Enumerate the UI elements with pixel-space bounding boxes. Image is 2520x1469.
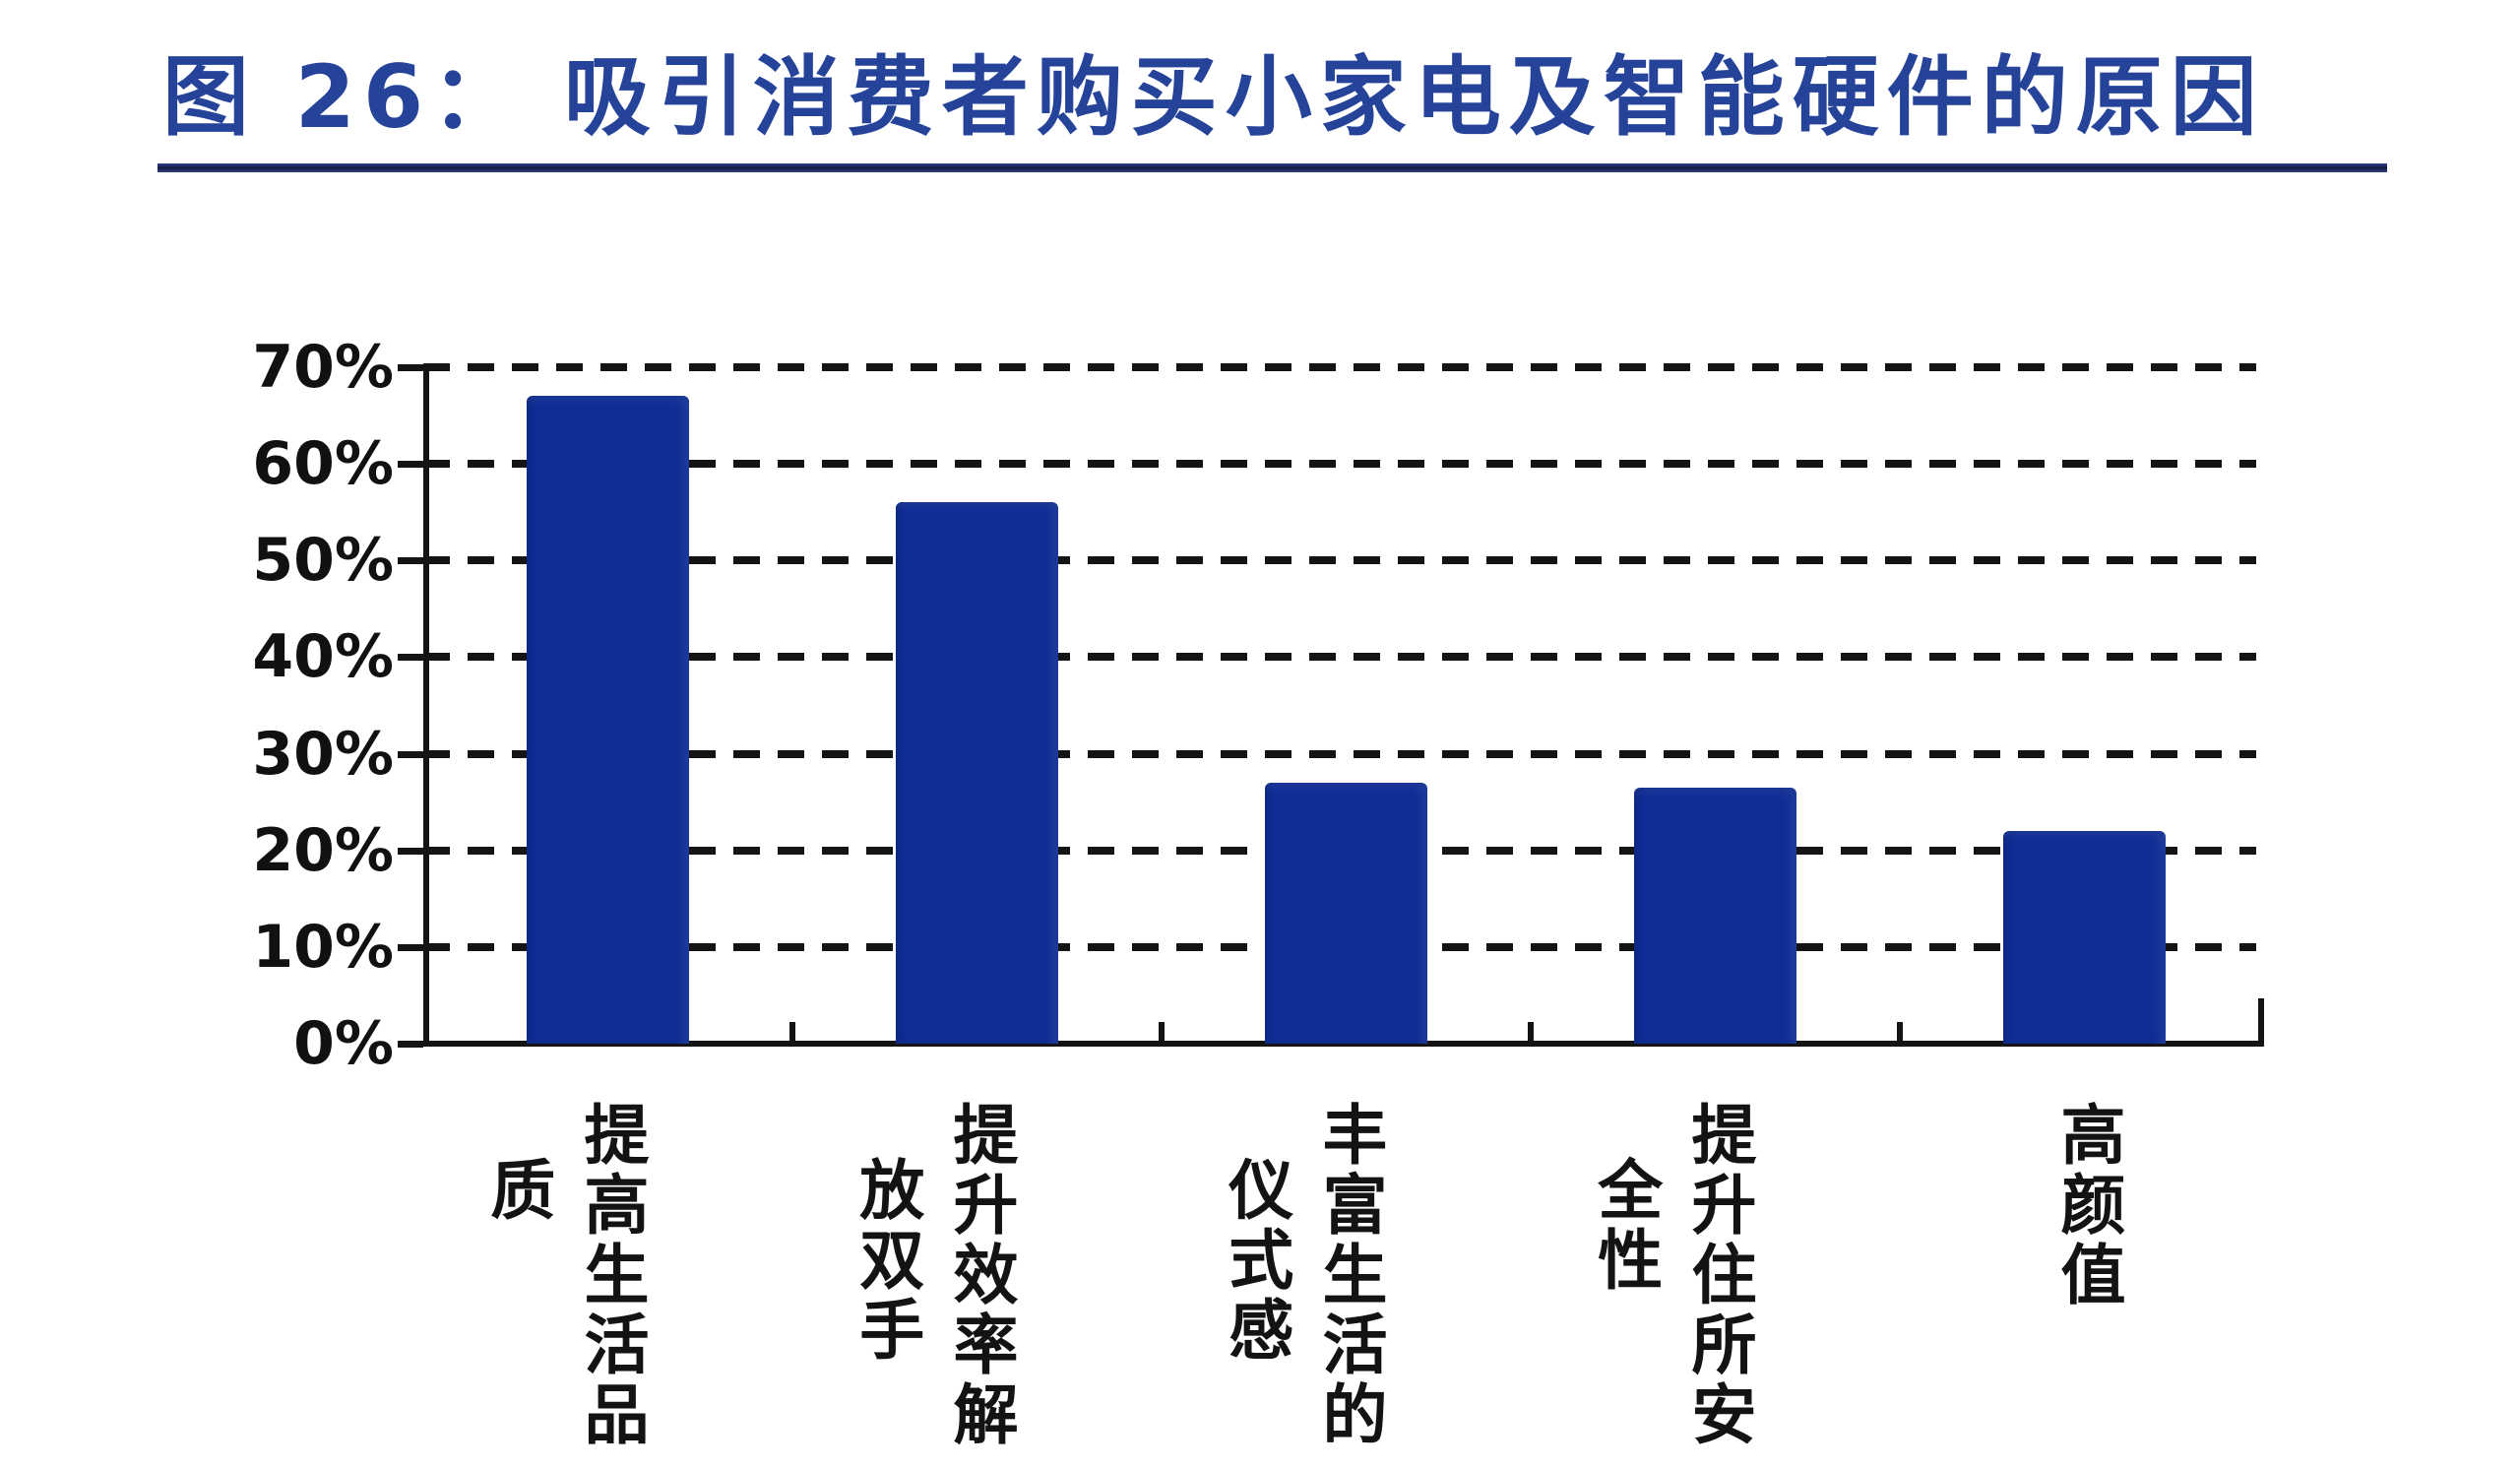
category-label-column-2: 仪式感	[1218, 1156, 1294, 1366]
category-label-column-1: 丰富生活的	[1311, 1101, 1388, 1450]
y-axis-tick	[398, 654, 423, 662]
y-axis-tick	[398, 847, 423, 855]
category-label: 仪式感 丰富生活的	[1218, 1101, 1388, 1450]
gridline-70pct	[423, 363, 2256, 371]
y-axis-tick	[398, 364, 423, 371]
gridline-30pct	[423, 749, 2256, 758]
y-axis-tick	[398, 943, 423, 951]
bar-1	[527, 396, 689, 1044]
y-axis-label: 70%	[252, 333, 394, 402]
title-underline	[158, 163, 2387, 172]
bar-5	[2003, 831, 2166, 1044]
y-axis-label: 50%	[252, 526, 394, 596]
y-axis-tick	[398, 461, 423, 469]
y-axis-label: 40%	[252, 622, 394, 692]
category-label-column-2: 质	[479, 1156, 556, 1226]
y-axis-tick	[398, 1041, 423, 1048]
y-axis-tick	[398, 750, 423, 758]
category-label: 全性 提升住所安	[1587, 1101, 1757, 1450]
y-axis-label: 30%	[252, 719, 394, 789]
y-axis-label: 0%	[293, 1009, 394, 1078]
category-label-column-2: 全性	[1587, 1156, 1664, 1296]
x-axis-tick	[1528, 1022, 1534, 1041]
x-axis-tick	[789, 1022, 795, 1041]
category-label: 放双手 提升效率解	[849, 1101, 1019, 1450]
y-axis-label: 10%	[252, 912, 394, 982]
x-axis-line	[423, 1041, 2264, 1047]
plot-right-edge-tick	[2258, 998, 2264, 1041]
bar-2	[896, 502, 1058, 1044]
bar-4	[1634, 788, 1796, 1044]
y-axis-line	[423, 365, 429, 1047]
bar-3	[1265, 783, 1427, 1044]
category-label-column-1: 提升效率解	[942, 1101, 1019, 1450]
y-axis-tick	[398, 557, 423, 565]
category-label-column-2: 放双手	[849, 1156, 925, 1366]
gridline-40pct	[423, 653, 2256, 662]
category-label: 质提高生活品	[479, 1101, 650, 1450]
gridline-60pct	[423, 460, 2256, 469]
y-axis-label: 60%	[252, 429, 394, 499]
category-label-column-1: 高颜值	[2049, 1101, 2126, 1310]
figure-title: 图 26： 吸引消费者购买小家电及智能硬件的原因	[162, 46, 2265, 148]
y-axis-label: 20%	[252, 815, 394, 885]
category-label-column-1: 提升住所安	[1680, 1101, 1757, 1450]
gridline-50pct	[423, 556, 2256, 565]
category-label: 高颜值	[2049, 1101, 2126, 1310]
category-label-column-1: 提高生活品	[573, 1101, 650, 1450]
x-axis-tick	[1897, 1022, 1903, 1041]
x-axis-tick	[1159, 1022, 1165, 1041]
